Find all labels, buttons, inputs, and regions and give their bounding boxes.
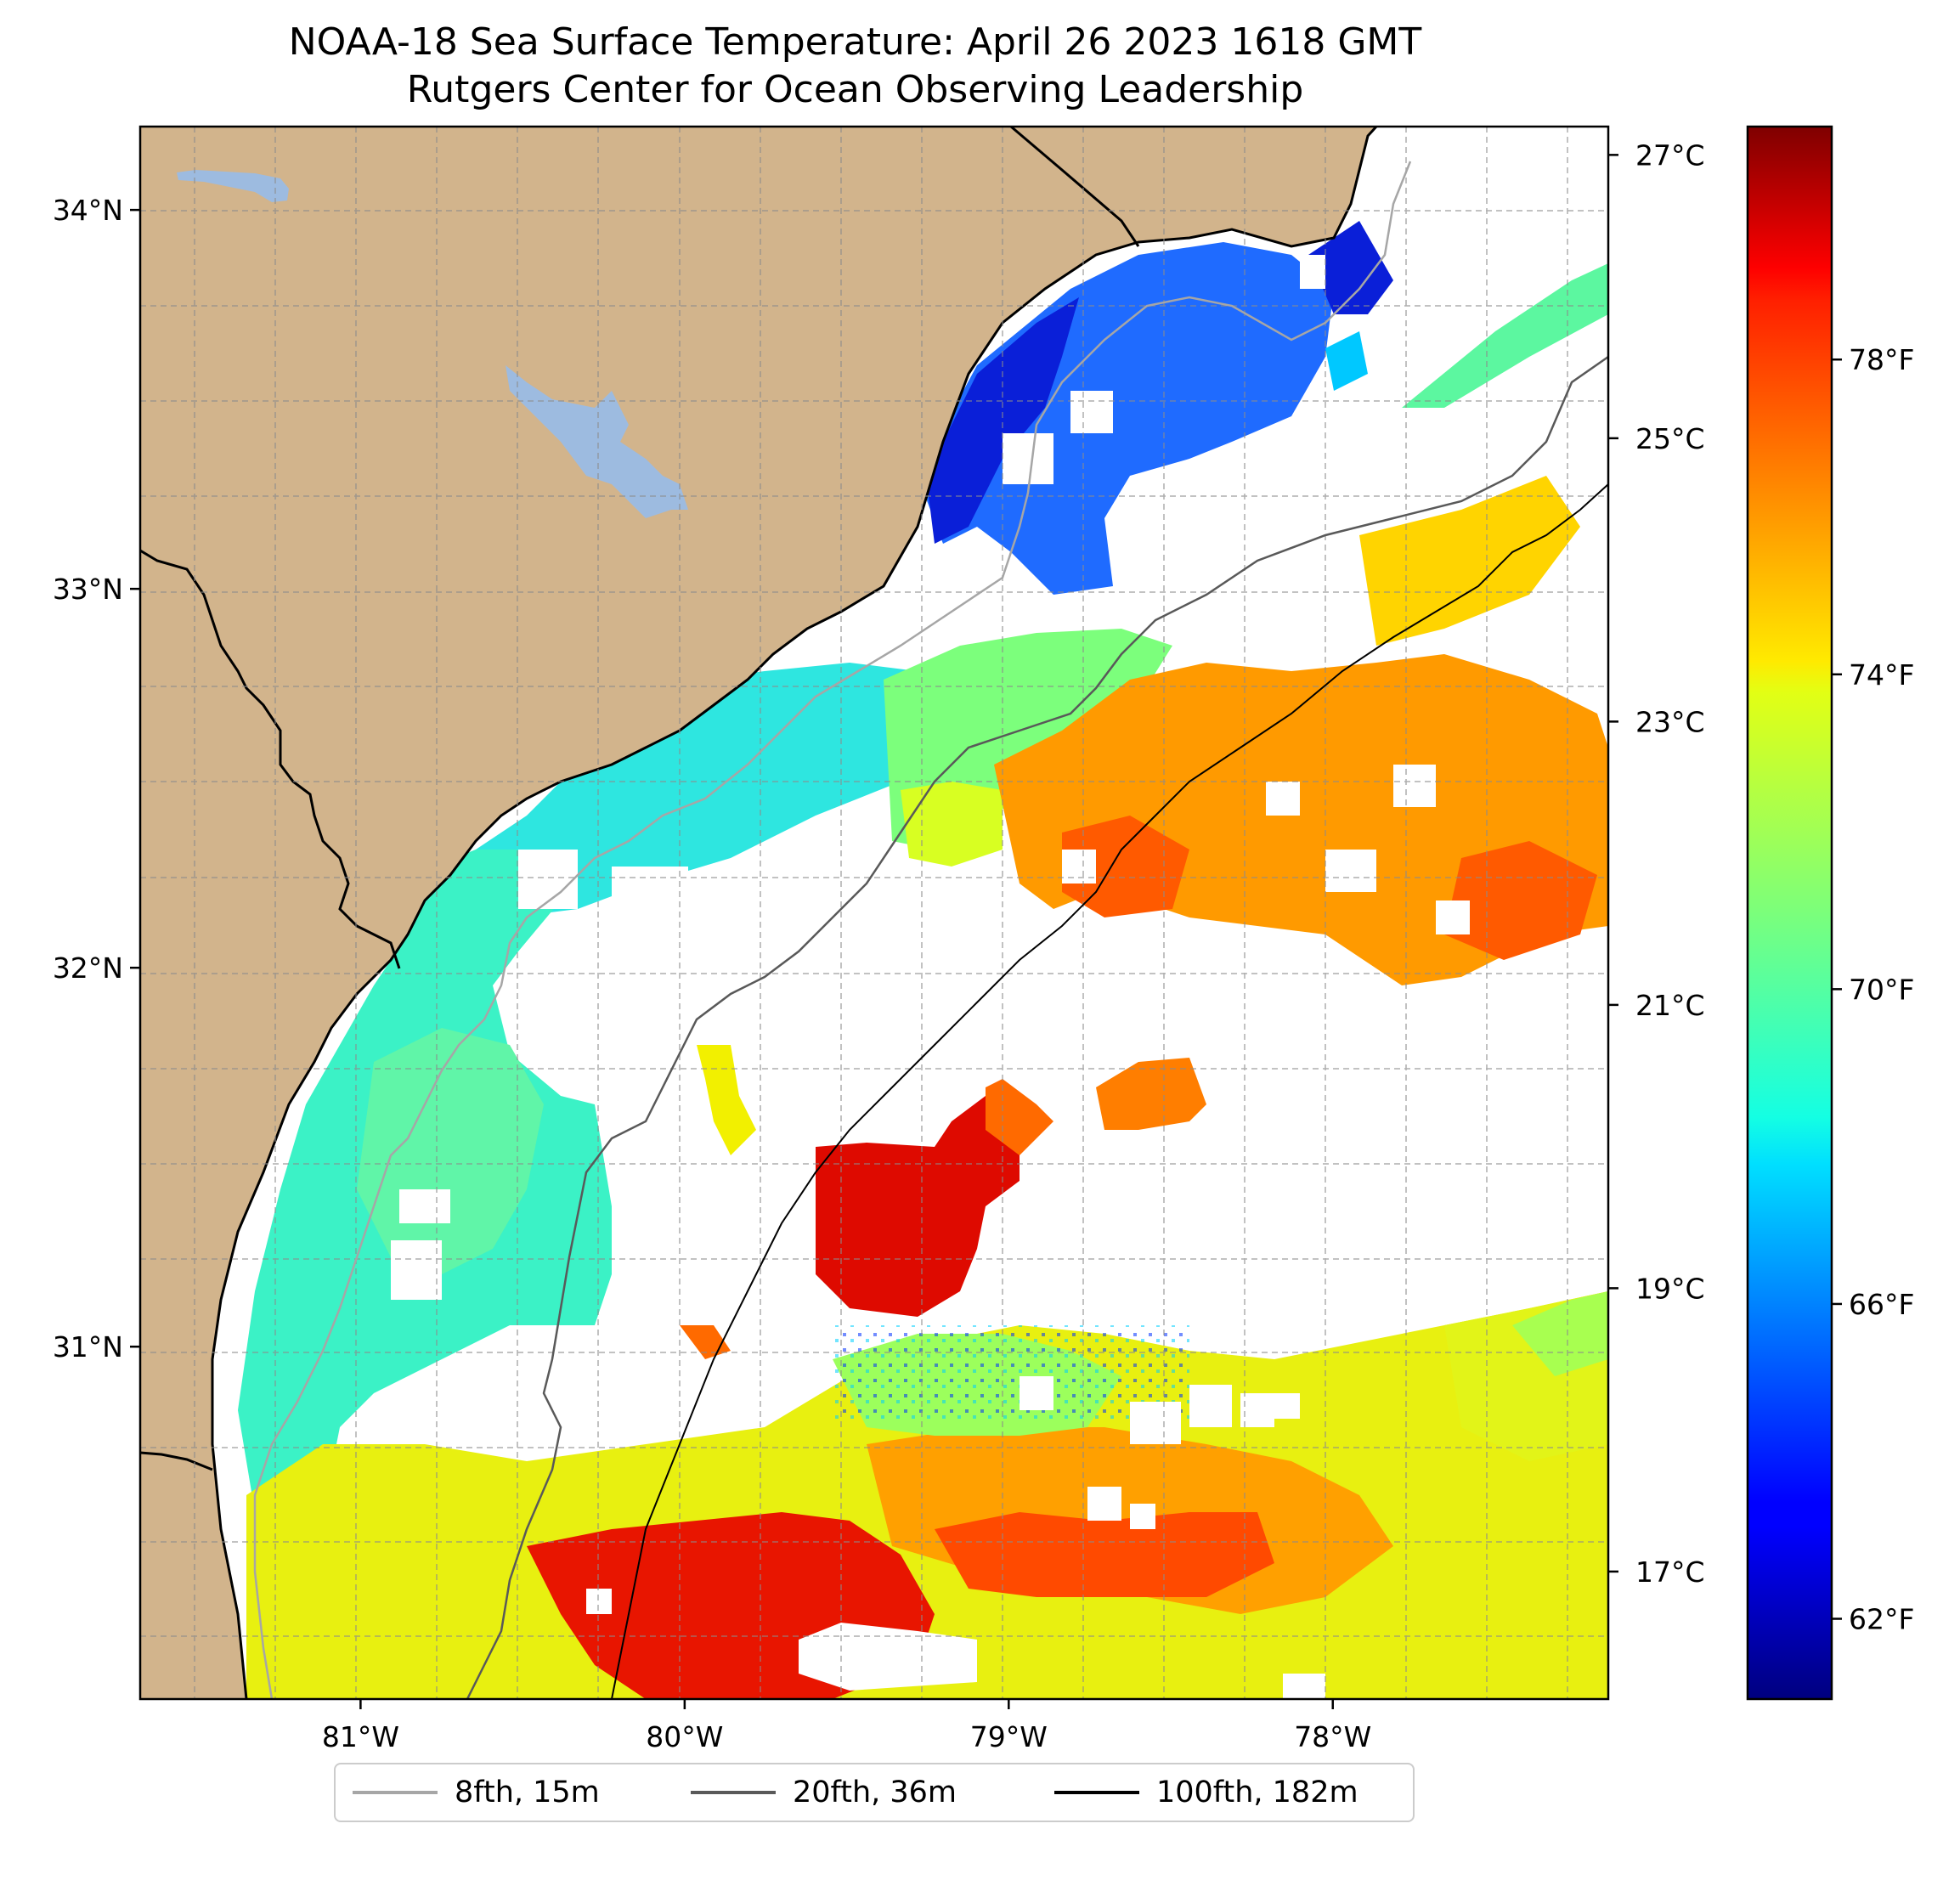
isobath-100fth xyxy=(611,483,1608,1699)
state-border-ga xyxy=(140,1451,213,1471)
celsius-tick-label: 19°C xyxy=(1635,1272,1705,1305)
celsius-tick-label: 23°C xyxy=(1635,705,1705,738)
lon-tick-label: 81°W xyxy=(322,1720,399,1750)
legend-label-8fth: 8fth, 15m xyxy=(455,1776,600,1809)
sst-patch-ne-yellow xyxy=(1359,476,1580,646)
fahrenheit-tick-label: 78°F xyxy=(1849,343,1914,376)
sst-patch-ne-green xyxy=(1402,263,1608,408)
sst-patch-central-red xyxy=(816,1096,1020,1317)
legend-item-8fth: 8fth, 15m xyxy=(353,1764,600,1821)
fahrenheit-tick-label: 66°F xyxy=(1849,1288,1914,1321)
longitude-labels: 81°W 80°W 79°W 78°W xyxy=(322,1720,1371,1750)
fahrenheit-tick-label: 62°F xyxy=(1849,1603,1914,1636)
colorbar xyxy=(1746,125,1833,1701)
latitude-labels: 34°N 33°N 32°N 31°N xyxy=(53,194,123,1363)
chart-title: NOAA-18 Sea Surface Temperature: April 2… xyxy=(288,20,1422,64)
map-frame xyxy=(138,125,1610,1701)
state-border xyxy=(140,127,1140,969)
lat-tick-label: 33°N xyxy=(53,573,123,606)
sst-patch-mid-red-east xyxy=(1444,841,1597,960)
sst-patch-mid-yellow xyxy=(901,782,1003,867)
legend-line-8fth xyxy=(353,1791,438,1794)
sst-patch-mid-redorange xyxy=(1062,816,1189,917)
legend-line-100fth xyxy=(1054,1791,1139,1794)
legend-label-100fth: 100fth, 182m xyxy=(1156,1776,1358,1809)
legend-label-20fth: 20fth, 36m xyxy=(793,1776,957,1809)
celsius-tick-label: 21°C xyxy=(1635,989,1705,1022)
fahrenheit-tick-label: 70°F xyxy=(1849,973,1914,1006)
isobath-legend: 8fth, 15m 20fth, 36m 100fth, 182m xyxy=(334,1763,1415,1822)
colorbar-fahrenheit-axis: 78°F 74°F 70°F 66°F 62°F xyxy=(1832,343,1914,1636)
chart-subtitle: Rutgers Center for Ocean Observing Leade… xyxy=(406,68,1304,111)
fahrenheit-tick-label: 74°F xyxy=(1849,658,1914,692)
legend-line-20fth xyxy=(691,1791,776,1794)
sst-patch-cold-east xyxy=(1308,221,1393,314)
cloud-mask xyxy=(391,255,1470,1699)
celsius-tick-label: 25°C xyxy=(1635,422,1705,455)
lake-moultrie xyxy=(506,365,688,518)
sst-patch-south-redorange xyxy=(935,1512,1274,1597)
celsius-tick-label: 17°C xyxy=(1635,1555,1705,1589)
sst-map xyxy=(140,127,1608,1699)
legend-item-100fth: 100fth, 182m xyxy=(1054,1764,1358,1821)
sst-patch-se-green xyxy=(1512,1291,1608,1376)
lon-tick-label: 78°W xyxy=(1294,1720,1371,1750)
lon-tick-label: 80°W xyxy=(646,1720,723,1750)
sst-patch-central-orange2 xyxy=(1096,1058,1206,1130)
axis-ticks xyxy=(130,208,1335,1709)
celsius-tick-label: 27°C xyxy=(1635,138,1705,172)
land xyxy=(140,127,1376,1699)
isobath-8fth xyxy=(253,161,1412,1699)
gridlines xyxy=(140,127,1608,1699)
isobath-20fth xyxy=(466,355,1608,1699)
map-figure: 34°N 33°N 32°N 31°N 81°W 80°W 79°W 78°W 27°C 25… xyxy=(53,125,1914,1750)
colorbar-celsius-axis: 27°C 25°C 23°C 21°C 19°C 17°C xyxy=(1608,138,1705,1589)
lat-tick-label: 34°N xyxy=(53,194,123,227)
sst-patch-ne-blue xyxy=(1325,331,1368,391)
lon-tick-label: 79°W xyxy=(970,1720,1048,1750)
sst-patch-small-yellow xyxy=(697,1045,756,1155)
sst-patch-cold-north xyxy=(918,242,1334,595)
sst-patch-mid-cyan xyxy=(476,663,935,917)
legend-item-20fth: 20fth, 36m xyxy=(691,1764,957,1821)
lake-marion xyxy=(177,170,289,202)
lat-tick-label: 31°N xyxy=(53,1330,123,1363)
sst-patch-cold-deep xyxy=(926,297,1079,544)
lat-tick-label: 32°N xyxy=(53,951,123,985)
coastline xyxy=(211,127,1378,1699)
